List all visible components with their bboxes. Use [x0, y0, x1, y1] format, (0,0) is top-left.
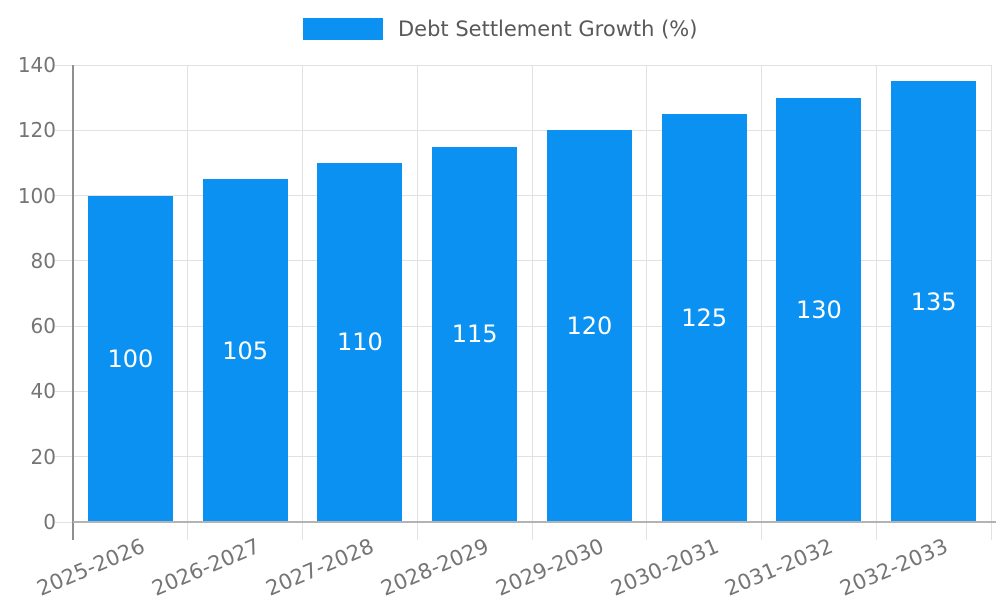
bar-value-label: 130 [795, 295, 842, 324]
bar [202, 179, 288, 522]
x-tick-label: 2030-2031 [607, 533, 722, 600]
chart-legend: Debt Settlement Growth (%) [303, 17, 697, 41]
y-axis-line [72, 65, 74, 540]
x-gridline [990, 65, 992, 540]
x-gridline [416, 65, 418, 540]
y-gridline [55, 64, 991, 66]
y-gridline [55, 390, 991, 392]
x-axis-line [73, 521, 996, 523]
y-tick-label: 100 [17, 183, 56, 208]
x-tick-label: 2031-2032 [721, 533, 837, 600]
x-tick-label: 2032-2033 [836, 533, 952, 600]
bar [776, 97, 862, 522]
bar-value-label: 135 [910, 287, 957, 316]
bar [661, 113, 747, 522]
x-tick-label: 2029-2030 [492, 533, 608, 600]
y-tick-label: 0 [43, 510, 56, 534]
bar [546, 130, 632, 522]
x-tick-label: 2025-2026 [33, 533, 149, 600]
bar-value-label: 115 [451, 320, 498, 349]
y-tick-label: 60 [30, 314, 56, 339]
bar-value-label: 110 [336, 328, 383, 357]
bar-value-label: 100 [107, 344, 154, 373]
x-gridline [646, 65, 648, 540]
y-gridline [55, 195, 991, 197]
y-tick-label: 120 [17, 118, 56, 143]
x-tick-label: 2028-2029 [377, 533, 493, 600]
bar [432, 146, 518, 522]
y-tick-label: 140 [17, 53, 56, 77]
x-tick-label: 2026-2027 [148, 533, 263, 600]
x-gridline [302, 65, 303, 540]
bar [87, 195, 173, 522]
y-tick-label: 80 [30, 248, 56, 273]
x-gridline [875, 65, 877, 540]
x-gridline [761, 65, 762, 540]
y-gridline [55, 325, 991, 327]
bar-value-label: 120 [566, 312, 613, 341]
y-tick-label: 40 [30, 379, 56, 404]
bar [317, 162, 403, 522]
y-gridline [55, 456, 991, 458]
x-tick-label: 2027-2028 [262, 533, 378, 600]
y-gridline [55, 129, 991, 131]
legend-label: Debt Settlement Growth (%) [398, 17, 698, 41]
bar-value-label: 105 [222, 336, 269, 365]
legend-swatch [303, 18, 383, 40]
bar-value-label: 125 [681, 303, 728, 332]
y-gridline [55, 260, 991, 262]
x-gridline [531, 65, 533, 540]
bar [891, 81, 977, 522]
x-gridline [187, 65, 189, 540]
y-tick-label: 20 [30, 444, 56, 469]
